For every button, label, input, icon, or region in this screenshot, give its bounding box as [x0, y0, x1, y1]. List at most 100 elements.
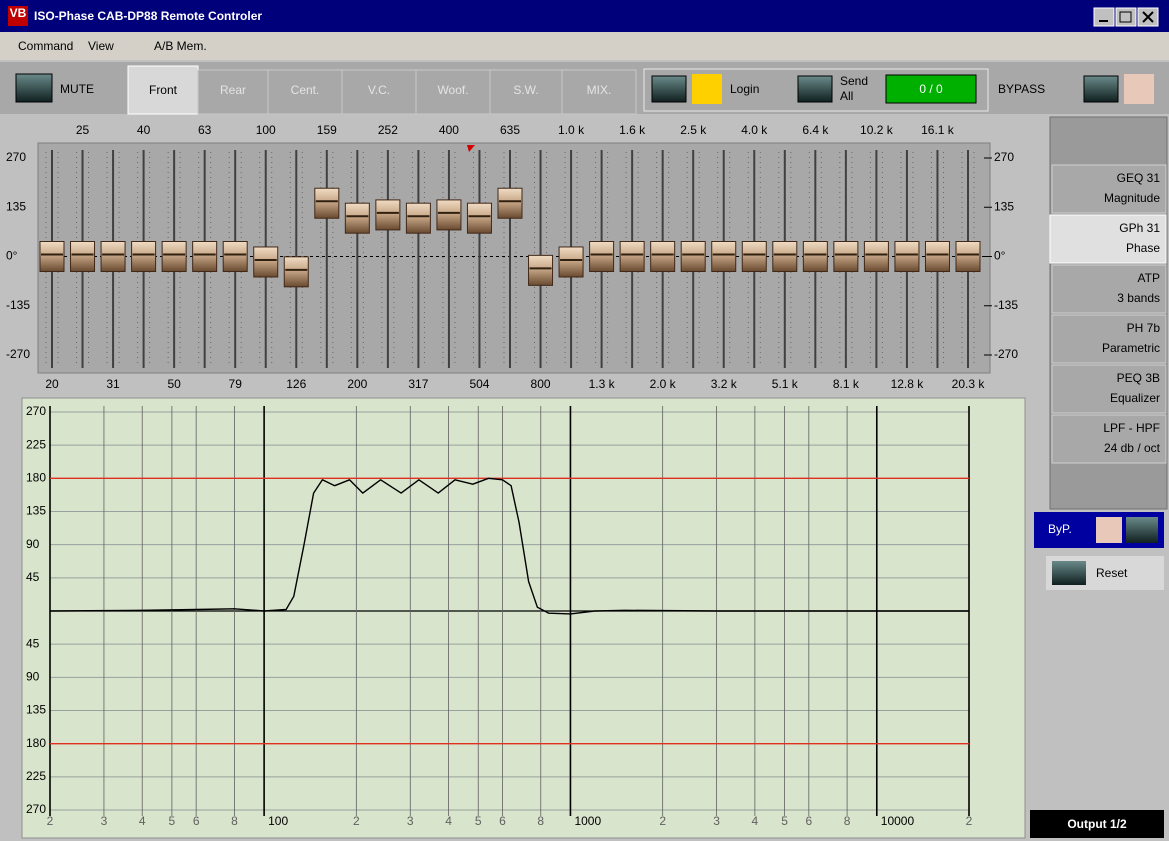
side-tab-sub: Phase [1126, 241, 1160, 255]
side-tab[interactable] [1051, 264, 1167, 314]
channel-tab[interactable] [489, 69, 563, 115]
eq-slider-knob[interactable] [589, 241, 615, 272]
eq-freq-top: 4.0 k [741, 123, 768, 137]
eq-slider-knob[interactable] [39, 241, 65, 272]
send-label: Send [840, 74, 868, 88]
eq-freq-bottom: 20 [45, 377, 59, 391]
eq-slider-knob[interactable] [405, 202, 431, 234]
eq-freq-bottom: 800 [531, 377, 551, 391]
side-tab[interactable] [1051, 414, 1167, 464]
y-tick-label: 270 [26, 802, 46, 816]
eq-slider-knob[interactable] [222, 241, 248, 272]
eq-slider-knob[interactable] [741, 241, 767, 272]
menu-item[interactable]: View [88, 39, 114, 53]
eq-slider-knob[interactable] [955, 241, 981, 272]
eq-freq-bottom: 79 [229, 377, 243, 391]
bypass-small-label: ByP. [1048, 522, 1072, 536]
send-button[interactable] [797, 75, 833, 103]
eq-scale-left: 0° [6, 249, 18, 263]
menu-bar [0, 32, 1169, 60]
channel-tab-label: MIX. [587, 83, 612, 97]
channel-tab-label: Woof. [437, 83, 468, 97]
x-tick-label: 6 [499, 814, 506, 828]
send-label: All [840, 89, 853, 103]
eq-slider-knob[interactable] [680, 241, 706, 272]
eq-freq-top: 63 [198, 123, 212, 137]
side-tab[interactable] [1051, 164, 1167, 214]
eq-slider-knob[interactable] [161, 241, 187, 272]
eq-freq-bottom: 3.2 k [711, 377, 738, 391]
eq-slider-knob[interactable] [802, 241, 828, 272]
eq-slider-knob[interactable] [528, 254, 554, 286]
eq-freq-top: 1.6 k [619, 123, 646, 137]
output-label: Output 1/2 [1067, 817, 1127, 831]
mute-button[interactable] [15, 73, 53, 103]
y-tick-label: 270 [26, 404, 46, 418]
eq-slider-knob[interactable] [619, 241, 645, 272]
maximize-button[interactable] [1115, 7, 1137, 27]
side-tab[interactable] [1051, 314, 1167, 364]
channel-tab-label: Cent. [291, 83, 320, 97]
y-tick-label: 180 [26, 471, 46, 485]
eq-slider-knob[interactable] [283, 256, 309, 288]
eq-slider-knob[interactable] [100, 241, 126, 272]
eq-slider-knob[interactable] [436, 199, 462, 231]
eq-freq-bottom: 2.0 k [650, 377, 677, 391]
eq-slider-knob[interactable] [894, 241, 920, 272]
channel-tab[interactable] [341, 69, 417, 115]
bypass-button[interactable] [1083, 75, 1119, 103]
channel-tab-label: Front [149, 83, 178, 97]
eq-slider-knob[interactable] [466, 202, 492, 234]
eq-slider-knob[interactable] [863, 241, 889, 272]
side-tab-name: PEQ 3B [1117, 371, 1160, 385]
eq-slider-knob[interactable] [924, 241, 950, 272]
channel-tab[interactable] [561, 69, 637, 115]
x-tick-label: 4 [445, 814, 452, 828]
eq-scale-right: -270 [994, 347, 1018, 361]
x-tick-label: 2 [353, 814, 360, 828]
menu-item[interactable]: A/B Mem. [154, 39, 207, 53]
channel-tab[interactable] [197, 69, 269, 115]
bypass-small-button[interactable] [1126, 517, 1158, 543]
eq-scale-left: 135 [6, 199, 26, 213]
eq-slider-knob[interactable] [833, 241, 859, 272]
eq-scale-right: 0° [994, 249, 1006, 263]
login-button[interactable] [651, 75, 687, 103]
x-tick-label: 6 [193, 814, 200, 828]
counter-display [885, 74, 977, 104]
eq-slider-knob[interactable] [192, 241, 218, 272]
x-tick-label: 8 [844, 814, 851, 828]
side-tab[interactable] [1049, 214, 1167, 264]
eq-slider-knob[interactable] [131, 241, 157, 272]
eq-slider-knob[interactable] [497, 187, 523, 219]
eq-scale-left: -135 [6, 298, 30, 312]
channel-tab[interactable] [267, 69, 343, 115]
eq-slider-knob[interactable] [558, 246, 584, 278]
eq-freq-bottom: 20.3 k [952, 377, 986, 391]
eq-slider-knob[interactable] [711, 241, 737, 272]
x-tick-label: 5 [169, 814, 176, 828]
eq-slider-knob[interactable] [344, 202, 370, 234]
eq-freq-top: 10.2 k [860, 123, 894, 137]
side-tab[interactable] [1051, 364, 1167, 414]
eq-freq-top: 252 [378, 123, 398, 137]
eq-slider-knob[interactable] [650, 241, 676, 272]
eq-slider-knob[interactable] [314, 187, 340, 219]
x-tick-label: 5 [475, 814, 482, 828]
minimize-button[interactable] [1093, 7, 1115, 27]
menu-item[interactable]: Command [18, 39, 73, 53]
eq-slider-knob[interactable] [375, 199, 401, 231]
side-tab-sub: Magnitude [1104, 191, 1160, 205]
eq-scale-right: -135 [994, 298, 1018, 312]
eq-slider-knob[interactable] [772, 241, 798, 272]
eq-scale-left: -270 [6, 347, 30, 361]
eq-freq-top: 100 [256, 123, 276, 137]
side-tab-name: PH 7b [1127, 321, 1161, 335]
eq-slider-knob[interactable] [253, 246, 279, 278]
x-tick-label: 2 [47, 814, 54, 828]
channel-tab[interactable] [415, 69, 491, 115]
channel-tab[interactable] [127, 65, 199, 115]
eq-slider-knob[interactable] [70, 241, 96, 272]
app-icon-text: VB [10, 6, 27, 20]
